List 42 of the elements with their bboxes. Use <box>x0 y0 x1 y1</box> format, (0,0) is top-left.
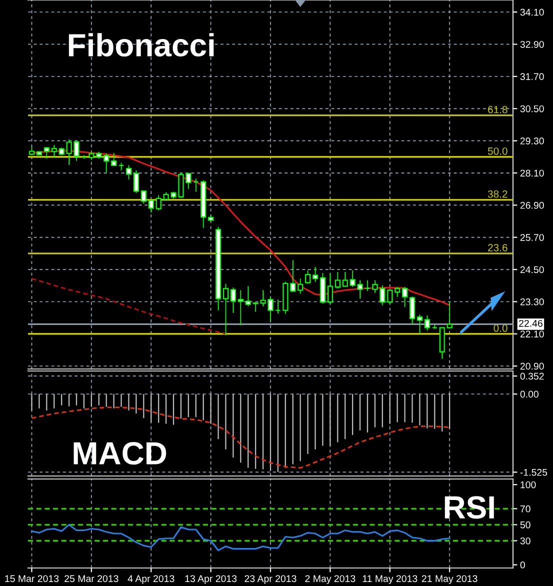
y-tick-label: 24.50 <box>520 266 544 274</box>
line-series <box>30 278 226 334</box>
text: MACD <box>74 442 166 465</box>
x-tick-label: 25 Mar 2013 <box>64 575 118 582</box>
y-tick-label: 30 <box>520 537 530 544</box>
candlestick <box>238 290 244 326</box>
y-tick-label: 34.10 <box>520 8 544 16</box>
y-tick-label: 100 <box>520 481 536 488</box>
annotation: 38.2 <box>488 190 508 198</box>
y-tick-label: 23.30 <box>520 298 544 306</box>
y-tick-label: 25.70 <box>520 234 544 241</box>
y-tick-label: 32.90 <box>520 40 544 48</box>
annotation: 61.8 <box>488 106 508 114</box>
y-tick-label: 0 <box>520 562 525 568</box>
x-tick-label: 13 Apr 2013 <box>185 575 237 584</box>
x-tick-label: 21 May 2013 <box>422 575 478 584</box>
text: Fibonacci <box>68 33 214 57</box>
y-tick-label: 20.90 <box>520 362 544 370</box>
x-tick-label: 11 May 2013 <box>362 575 418 584</box>
y-tick-label: 30.50 <box>520 105 544 112</box>
y-tick-label: 26.90 <box>520 202 544 209</box>
y-tick-label: 29.30 <box>520 138 544 144</box>
y-tick-label: 50 <box>520 521 530 528</box>
y-tick-label: 70 <box>520 505 530 512</box>
y-tick-label: -1.525 <box>520 468 548 476</box>
candlestick <box>446 302 452 328</box>
y-tick-label: 22.10 <box>520 330 544 338</box>
annotation: 0.0 <box>494 324 508 332</box>
x-tick-label: 4 Apr 2013 <box>128 575 174 584</box>
y-tick-label: 31.70 <box>520 73 544 80</box>
ref-line-label: 22.46 <box>519 320 542 327</box>
line-series <box>30 524 450 552</box>
chart-title: RSI <box>444 496 494 519</box>
x-tick-label: 2 May 2013 <box>305 575 356 584</box>
annotation: 50.0 <box>488 147 508 155</box>
y-tick-label: 0.352 <box>520 372 544 380</box>
x-tick-label: 23 Apr 2013 <box>244 575 296 584</box>
y-tick-label: 28.10 <box>520 170 544 177</box>
y-tick-label: 0.00 <box>520 390 538 398</box>
line-series <box>30 406 450 469</box>
x-tick-label: 15 Mar 2013 <box>5 575 59 582</box>
annotation: 23.6 <box>488 244 508 252</box>
